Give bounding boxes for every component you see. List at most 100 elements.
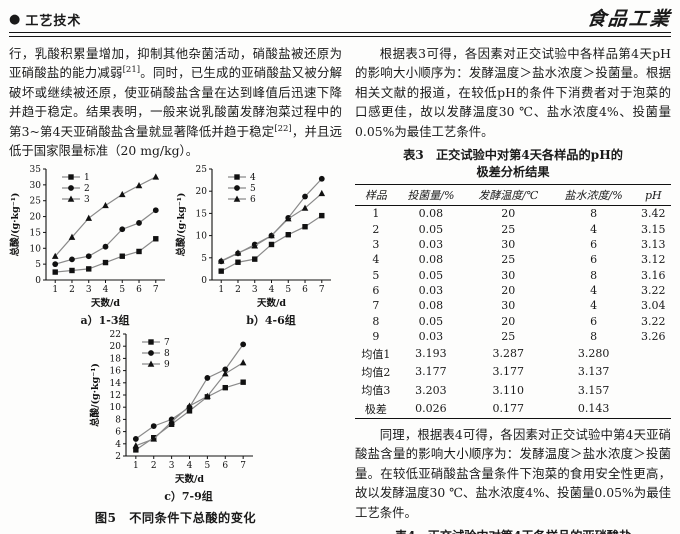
citation-ref-21: [21] — [122, 65, 141, 76]
svg-text:10: 10 — [30, 245, 42, 255]
table3-cell: 0.08 — [418, 207, 444, 221]
table3-cell: 3.22 — [641, 284, 666, 298]
svg-text:6: 6 — [250, 195, 256, 205]
header-divider — [9, 32, 671, 37]
svg-text:14: 14 — [109, 379, 121, 389]
table3-cell: 3.22 — [641, 314, 666, 328]
table-row: 均值2 3.177 3.177 3.137 — [355, 363, 671, 381]
table-row: 2 0.05 25 4 3.15 — [355, 221, 671, 236]
table3-cell: 4 — [590, 222, 598, 236]
svg-text:10: 10 — [196, 232, 208, 242]
svg-text:4: 4 — [269, 285, 275, 295]
table3-cell: 0.143 — [551, 399, 636, 419]
svg-text:20: 20 — [30, 213, 42, 223]
chart-a-caption: a）1-3组 — [80, 314, 130, 328]
table3-cell: 3.12 — [641, 253, 666, 267]
table3-cell: 4 — [590, 299, 598, 313]
svg-text:8: 8 — [164, 349, 170, 359]
table3-cell: 7 — [372, 299, 380, 313]
table3-title: 表3 正交试验中对第4天各样品的pH的 极差分析结果 — [355, 147, 671, 181]
svg-text:3: 3 — [86, 285, 92, 295]
svg-text:1: 1 — [52, 285, 58, 295]
svg-text:5: 5 — [204, 461, 210, 471]
table3-cell: 3.157 — [577, 383, 610, 397]
table3-cell: 2 — [372, 222, 380, 236]
svg-text:5: 5 — [201, 254, 207, 264]
page-header: ● 工艺技术 食品工業 — [9, 6, 672, 30]
chart-a-block: 0 5 10 15 20 25 30 35 1 2 3 4 5 6 7 天数/d 总酸/(g·kg⁻¹) 1 2 3 … — [9, 163, 175, 328]
table3-cell: 0.05 — [418, 268, 444, 282]
svg-text:10: 10 — [109, 404, 121, 414]
table-row: 9 0.03 25 8 3.26 — [355, 329, 671, 344]
table3-cell — [636, 381, 671, 399]
svg-text:7: 7 — [164, 338, 170, 348]
citation-ref-22: [22] — [274, 123, 292, 134]
table-row: 1 0.08 20 8 3.42 — [355, 206, 671, 222]
table-row: 3 0.03 30 6 3.13 — [355, 237, 671, 252]
table3-cell: 8 — [590, 207, 598, 221]
svg-text:天数/d: 天数/d — [174, 473, 203, 485]
table3-cell: 30 — [501, 268, 516, 282]
svg-text:8: 8 — [115, 416, 121, 426]
table3-cell: 20 — [501, 314, 516, 328]
section-bullet-icon: ● — [9, 12, 22, 27]
table3-title-line2: 极差分析结果 — [476, 165, 550, 180]
table3-header-cell: pH — [635, 184, 671, 207]
table3-title-line1: 表3 正交试验中对第4天各样品的pH的 — [403, 148, 623, 163]
svg-text:4: 4 — [115, 440, 121, 450]
table3-cell: 8 — [372, 314, 380, 328]
table3-cell: 20 — [501, 207, 516, 221]
svg-text:4: 4 — [250, 173, 256, 183]
table3-cell: 3 — [372, 237, 380, 251]
body-paragraph-right-1: 根据表3可得，各因素对正交试验中各样品第4天pH的影响大小顺序为：发酵温度＞盐水… — [355, 46, 671, 139]
table3-body: 1 0.08 20 8 3.42 2 0.05 25 4 3.15 3 0.03 30 6 3.13 4 0.0… — [355, 206, 671, 419]
svg-text:30: 30 — [30, 181, 42, 191]
chart-c-caption: c）7-9组 — [164, 490, 213, 504]
section-heading: ● 工艺技术 — [9, 10, 81, 29]
figure5-caption: 图5 不同条件下总酸的变化 — [94, 511, 257, 526]
table3-cell: 6 — [590, 314, 598, 328]
table-row: 均值1 3.193 3.287 3.280 — [355, 344, 671, 362]
table3-cell: 0.08 — [418, 253, 444, 267]
table-row: 7 0.08 30 4 3.04 — [355, 298, 671, 313]
svg-text:5: 5 — [285, 285, 291, 295]
svg-text:6: 6 — [302, 285, 308, 295]
svg-text:7: 7 — [153, 285, 159, 295]
body-paragraph-right-2: 同理，根据表4可得，各因素对正交试验中第4天亚硝酸盐含量的影响大小顺序为：发酵温… — [355, 426, 671, 520]
body-paragraph-left: 行，乳酸积累量增加，抑制其他杂菌活动，硝酸盐被还原为亚硝酸盐的能力减弱[21]。… — [9, 44, 342, 160]
table3-cell: 极差 — [355, 399, 397, 419]
figure5-top-row: 0 5 10 15 20 25 30 35 1 2 3 4 5 6 7 天数/d 总酸/(g·kg⁻¹) 1 2 3 … — [9, 163, 342, 328]
svg-text:20: 20 — [196, 188, 208, 198]
table3-cell: 3.04 — [641, 299, 666, 313]
svg-text:总酸/(g·kg⁻¹): 总酸/(g·kg⁻¹) — [89, 364, 101, 428]
svg-text:总酸/(g·kg⁻¹): 总酸/(g·kg⁻¹) — [175, 193, 187, 257]
svg-text:25: 25 — [30, 197, 42, 207]
table3-cell: 3.15 — [641, 222, 666, 236]
svg-text:2: 2 — [235, 285, 241, 295]
paragraph-text: 。同时，已生成的亚硝酸盐又被分解破坏或继续被还原，使亚硝酸盐含量在达到峰值后迅速… — [9, 65, 343, 139]
svg-text:25: 25 — [196, 165, 208, 175]
table3-cell — [636, 344, 671, 362]
svg-text:0: 0 — [35, 276, 41, 286]
table3-header-cell: 投菌量/% — [396, 184, 465, 207]
table-row: 均值3 3.203 3.110 3.157 — [355, 381, 671, 399]
table3-cell: 25 — [501, 253, 516, 267]
table3-cell: 25 — [501, 222, 516, 236]
svg-text:2: 2 — [115, 452, 121, 462]
table3-cell: 0.03 — [418, 284, 444, 298]
table3-cell: 0.05 — [418, 314, 444, 328]
table3-cell — [636, 363, 671, 381]
svg-text:2: 2 — [84, 184, 90, 194]
table3-cell: 30 — [501, 237, 516, 251]
svg-text:2: 2 — [69, 285, 75, 295]
table3-cell: 3.42 — [641, 207, 666, 221]
table3-cell: 8 — [590, 330, 598, 344]
table3-cell: 0.03 — [418, 330, 444, 344]
svg-text:6: 6 — [222, 461, 228, 471]
left-column: 行，乳酸积累量增加，抑制其他杂菌活动，硝酸盐被还原为亚硝酸盐的能力减弱[21]。… — [9, 44, 342, 534]
table3-cell: 6 — [590, 237, 598, 251]
table3-cell: 3.13 — [641, 237, 666, 251]
svg-text:22: 22 — [109, 330, 120, 340]
